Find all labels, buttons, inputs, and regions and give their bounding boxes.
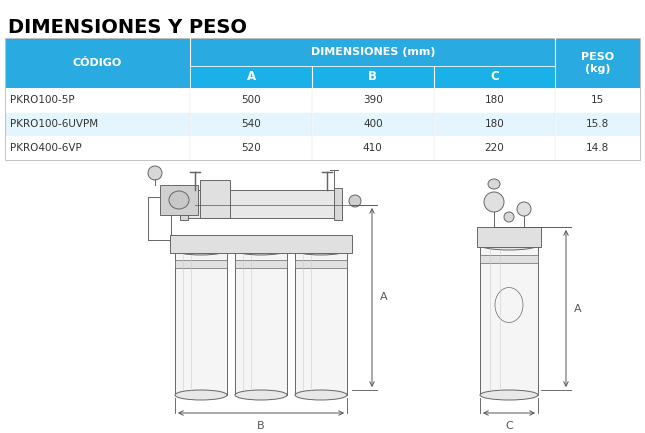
Text: 540: 540 — [241, 119, 261, 129]
Ellipse shape — [517, 202, 531, 216]
Bar — [5, 136, 190, 160]
Text: 390: 390 — [363, 95, 382, 105]
Bar — [312, 136, 433, 160]
Text: DIMENSIONES (mm): DIMENSIONES (mm) — [310, 47, 435, 57]
Text: A: A — [574, 304, 582, 313]
Bar — [295, 250, 347, 395]
Text: PKRO100-5P: PKRO100-5P — [10, 95, 75, 105]
Bar — [5, 38, 190, 88]
Ellipse shape — [480, 240, 538, 250]
Ellipse shape — [349, 195, 361, 207]
Bar — [190, 38, 555, 66]
Text: C: C — [505, 421, 513, 431]
Text: 500: 500 — [241, 95, 261, 105]
Bar — [480, 245, 538, 395]
Bar — [160, 185, 198, 215]
Bar — [170, 235, 352, 253]
Bar — [433, 112, 555, 136]
Bar — [175, 250, 227, 395]
Bar — [555, 136, 640, 160]
Ellipse shape — [175, 390, 227, 400]
Text: PKRO400-6VP: PKRO400-6VP — [10, 143, 82, 153]
Bar — [190, 66, 312, 88]
Text: 15: 15 — [591, 95, 604, 105]
Bar — [433, 66, 555, 88]
Ellipse shape — [295, 390, 347, 400]
Text: 180: 180 — [484, 95, 504, 105]
Bar — [175, 260, 227, 268]
Text: 400: 400 — [363, 119, 382, 129]
Ellipse shape — [488, 179, 500, 189]
Bar — [5, 38, 640, 160]
Text: C: C — [490, 71, 499, 84]
Text: B: B — [257, 421, 265, 431]
Text: 520: 520 — [241, 143, 261, 153]
Ellipse shape — [148, 166, 162, 180]
Ellipse shape — [484, 192, 504, 212]
Bar — [480, 255, 538, 263]
Text: A: A — [246, 71, 255, 84]
Bar — [312, 66, 433, 88]
Bar — [235, 260, 287, 268]
Text: DIMENSIONES Y PESO: DIMENSIONES Y PESO — [8, 18, 247, 37]
Ellipse shape — [295, 245, 347, 255]
Text: 180: 180 — [484, 119, 504, 129]
Text: 220: 220 — [484, 143, 504, 153]
Ellipse shape — [504, 212, 514, 222]
Bar — [555, 38, 640, 88]
Bar — [477, 227, 541, 247]
Text: PKRO100-6UVPM: PKRO100-6UVPM — [10, 119, 98, 129]
Bar — [180, 190, 342, 218]
Bar — [200, 180, 230, 218]
Bar — [312, 112, 433, 136]
Ellipse shape — [235, 245, 287, 255]
Bar — [190, 136, 312, 160]
Ellipse shape — [175, 245, 227, 255]
Bar — [312, 88, 433, 112]
Ellipse shape — [480, 390, 538, 400]
Text: A: A — [380, 293, 388, 303]
Ellipse shape — [169, 191, 189, 209]
Bar — [555, 112, 640, 136]
Text: B: B — [368, 71, 377, 84]
Bar — [235, 250, 287, 395]
Bar — [5, 88, 190, 112]
Ellipse shape — [235, 390, 287, 400]
Bar — [334, 188, 342, 220]
Bar — [433, 136, 555, 160]
Text: 410: 410 — [363, 143, 382, 153]
Text: PESO
(kg): PESO (kg) — [581, 52, 614, 74]
Bar — [190, 88, 312, 112]
Bar — [555, 88, 640, 112]
Bar — [433, 88, 555, 112]
Bar — [180, 188, 188, 220]
Bar — [5, 112, 190, 136]
Bar — [295, 260, 347, 268]
Bar — [190, 112, 312, 136]
Text: CÓDIGO: CÓDIGO — [73, 58, 123, 68]
Text: 15.8: 15.8 — [586, 119, 610, 129]
Text: 14.8: 14.8 — [586, 143, 610, 153]
